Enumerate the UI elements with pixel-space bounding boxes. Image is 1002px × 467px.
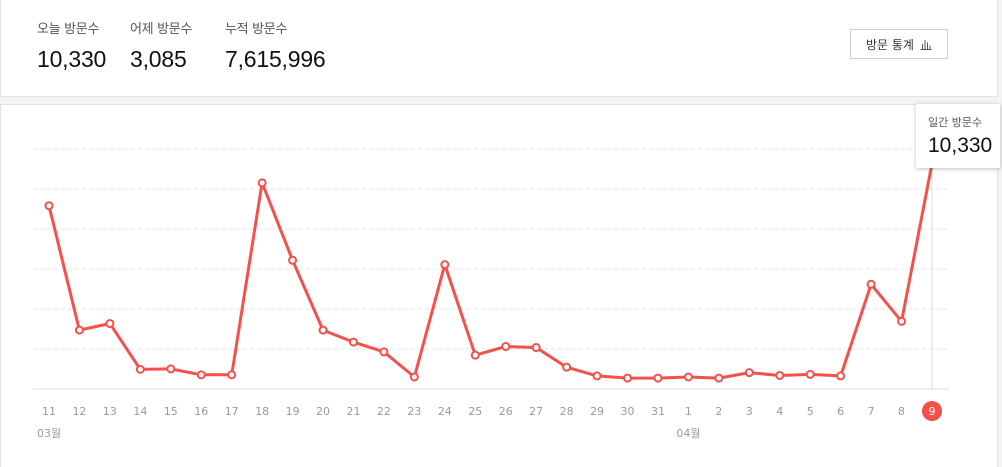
x-tick-label: 5 [807,405,814,418]
x-tick-label: 17 [225,405,239,418]
x-tick-label: 16 [194,405,208,418]
x-tick-label: 21 [346,405,360,418]
data-point [318,325,328,335]
x-tick-label: 27 [529,405,543,418]
series-line [47,162,934,380]
data-point [379,347,389,357]
data-point [257,178,267,188]
x-tick-label: 15 [164,405,178,418]
x-tick-label: 2 [715,405,722,418]
yesterday-visits-value: 3,085 [130,46,187,72]
data-point [227,370,237,380]
data-point [166,364,176,374]
data-point [592,371,602,381]
total-visits-value: 7,615,996 [225,46,326,72]
data-point [562,362,572,372]
data-point [897,316,907,326]
visitor-stats-card: 오늘 방문수 10,330 어제 방문수 3,085 누적 방문수 7,615,… [0,0,998,97]
chart-tooltip: 일간 방문수 10,330 [916,104,1000,168]
x-tick-label: 22 [377,405,391,418]
visit-stats-button-label: 방문 통계 [866,37,914,52]
month-label: 04월 [676,427,700,440]
tooltip-label: 일간 방문수 [928,116,983,129]
x-tick-label: 29 [590,405,604,418]
data-point [135,364,145,374]
visit-stats-button[interactable]: 방문 통계 [850,29,948,59]
data-point [470,350,480,360]
x-tick-label: 12 [72,405,86,418]
data-point [531,343,541,353]
x-tick-label: 11 [42,405,56,418]
total-visits-label: 누적 방문수 [225,22,288,37]
yesterday-visits: 어제 방문수 3,085 [130,18,192,73]
yesterday-visits-label: 어제 방문수 [130,22,193,37]
data-point [409,372,419,382]
data-point [744,368,754,378]
data-point [105,319,115,329]
data-point [44,201,54,211]
x-tick-label: 28 [560,405,574,418]
x-tick-label: 23 [407,405,421,418]
data-point [348,337,358,347]
data-point [714,373,724,383]
x-tick-label: 3 [746,405,753,418]
data-point [440,260,450,270]
data-point [775,370,785,380]
x-tick-label: 30 [621,405,635,418]
month-label: 03월 [37,427,61,440]
x-tick-label: 1 [685,405,692,418]
x-tick-label: 4 [776,405,783,418]
x-tick-label: 9 [929,405,936,418]
data-point [196,370,206,380]
today-visits-value: 10,330 [37,46,107,72]
data-point [288,255,298,265]
data-point [501,341,511,351]
data-point [805,369,815,379]
data-point [653,373,663,383]
data-point [623,373,633,383]
tooltip-value: 10,330 [928,134,993,157]
x-tick-label: 24 [438,405,452,418]
x-tick-label: 13 [103,405,117,418]
today-visits: 오늘 방문수 10,330 [37,18,106,73]
x-tick-label: 19 [286,405,300,418]
x-tick-label: 25 [468,405,482,418]
x-tick-label: 7 [868,405,875,418]
data-point [74,325,84,335]
x-tick-label: 26 [499,405,513,418]
x-tick-label: 6 [837,405,844,418]
x-tick-label: 14 [133,405,147,418]
bar-chart-icon [920,39,932,50]
data-point [683,372,693,382]
data-point [866,279,876,289]
x-tick-label: 18 [255,405,269,418]
x-tick-highlight-badge [922,401,942,421]
today-visits-label: 오늘 방문수 [37,22,100,37]
total-visits: 누적 방문수 7,615,996 [225,18,326,73]
x-tick-label: 8 [898,405,905,418]
x-tick-label: 31 [651,405,665,418]
daily-visits-chart-card [0,104,998,467]
x-tick-label: 20 [316,405,330,418]
data-point [836,371,846,381]
